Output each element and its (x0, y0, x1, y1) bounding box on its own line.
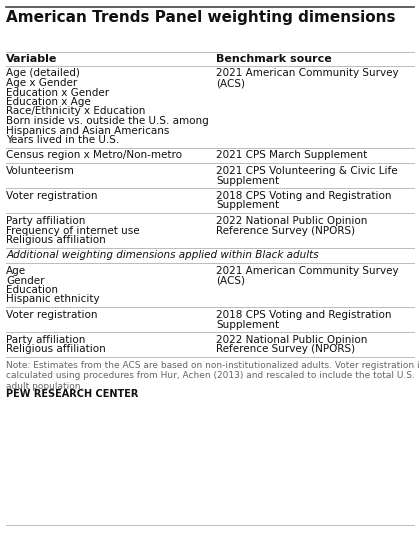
Text: Party affiliation: Party affiliation (6, 335, 86, 345)
Text: Religious affiliation: Religious affiliation (6, 235, 106, 245)
Text: 2018 CPS Voting and Registration: 2018 CPS Voting and Registration (216, 191, 392, 201)
Text: 2021 CPS March Supplement: 2021 CPS March Supplement (216, 150, 368, 160)
Text: Voter registration: Voter registration (6, 310, 98, 320)
Text: American Trends Panel weighting dimensions: American Trends Panel weighting dimensio… (6, 10, 396, 25)
Text: Census region x Metro/Non-metro: Census region x Metro/Non-metro (6, 150, 182, 160)
Text: PEW RESEARCH CENTER: PEW RESEARCH CENTER (6, 389, 139, 399)
Text: Age x Gender: Age x Gender (6, 78, 78, 88)
Text: Voter registration: Voter registration (6, 191, 98, 201)
Text: Religious affiliation: Religious affiliation (6, 344, 106, 354)
Text: Reference Survey (NPORS): Reference Survey (NPORS) (216, 344, 355, 354)
Text: Gender: Gender (6, 276, 45, 286)
Text: Note: Estimates from the ACS are based on non-institutionalized adults. Voter re: Note: Estimates from the ACS are based o… (6, 361, 420, 391)
Text: 2022 National Public Opinion: 2022 National Public Opinion (216, 216, 368, 226)
Text: 2021 CPS Volunteering & Civic Life: 2021 CPS Volunteering & Civic Life (216, 166, 398, 176)
Text: Volunteerism: Volunteerism (6, 166, 75, 176)
Text: Born inside vs. outside the U.S. among: Born inside vs. outside the U.S. among (6, 116, 209, 126)
Text: Education x Gender: Education x Gender (6, 87, 110, 98)
Text: Reference Survey (NPORS): Reference Survey (NPORS) (216, 225, 355, 236)
Text: 2022 National Public Opinion: 2022 National Public Opinion (216, 335, 368, 345)
Text: Hispanic ethnicity: Hispanic ethnicity (6, 295, 100, 304)
Text: Education x Age: Education x Age (6, 97, 91, 107)
Text: Years lived in the U.S.: Years lived in the U.S. (6, 135, 120, 145)
Text: Additional weighting dimensions applied within Black adults: Additional weighting dimensions applied … (6, 251, 319, 261)
Text: Age: Age (6, 266, 26, 276)
Text: Supplement: Supplement (216, 319, 279, 329)
Text: Frequency of internet use: Frequency of internet use (6, 225, 140, 236)
Text: Age (detailed): Age (detailed) (6, 69, 80, 78)
Text: Party affiliation: Party affiliation (6, 216, 86, 226)
Text: (ACS): (ACS) (216, 276, 245, 286)
Text: Education: Education (6, 285, 58, 295)
Text: 2021 American Community Survey: 2021 American Community Survey (216, 69, 399, 78)
Text: Variable: Variable (6, 54, 58, 64)
Text: (ACS): (ACS) (216, 78, 245, 88)
Text: Supplement: Supplement (216, 200, 279, 211)
Text: Supplement: Supplement (216, 175, 279, 185)
Text: Race/Ethnicity x Education: Race/Ethnicity x Education (6, 107, 146, 117)
Text: 2018 CPS Voting and Registration: 2018 CPS Voting and Registration (216, 310, 392, 320)
Text: Benchmark source: Benchmark source (216, 54, 332, 64)
Text: 2021 American Community Survey: 2021 American Community Survey (216, 266, 399, 276)
Text: Hispanics and Asian Americans: Hispanics and Asian Americans (6, 125, 170, 135)
